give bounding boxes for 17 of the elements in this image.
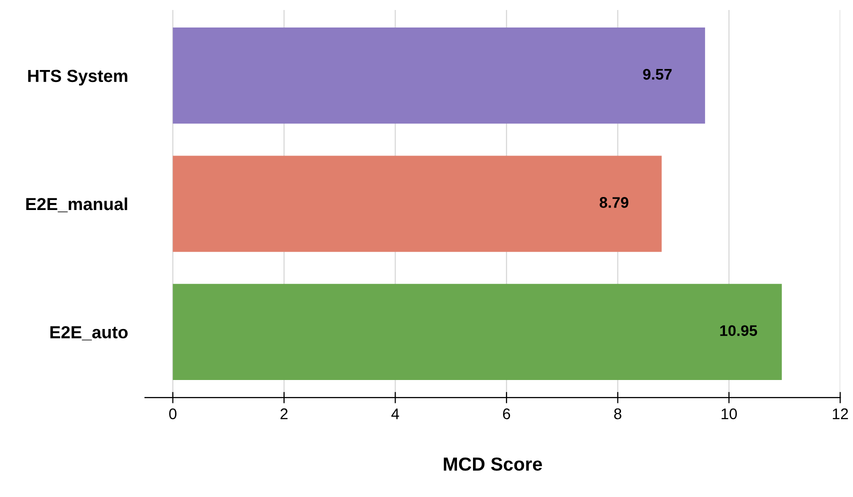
x-tick-label: 10 (722, 408, 737, 420)
y-tick-label: HTS System (28, 70, 128, 86)
x-tick-label: 4 (391, 408, 400, 420)
data-label: 9.57 (643, 68, 672, 80)
data-label: 10.95 (720, 325, 758, 336)
x-tick-label: 0 (169, 408, 176, 420)
x-tick-label: 6 (503, 408, 510, 420)
bar (172, 28, 706, 124)
x-tick-label: 12 (832, 408, 848, 420)
y-tick-label: E2E_manual (26, 197, 128, 212)
bar (172, 156, 662, 252)
y-tick-label: E2E_auto (50, 326, 128, 340)
x-tick-label: 8 (614, 408, 622, 420)
data-label: 8.79 (600, 197, 628, 208)
x-tick-label: 2 (280, 408, 288, 420)
x-axis-title: MCD Score (444, 457, 542, 471)
bar (172, 284, 782, 380)
